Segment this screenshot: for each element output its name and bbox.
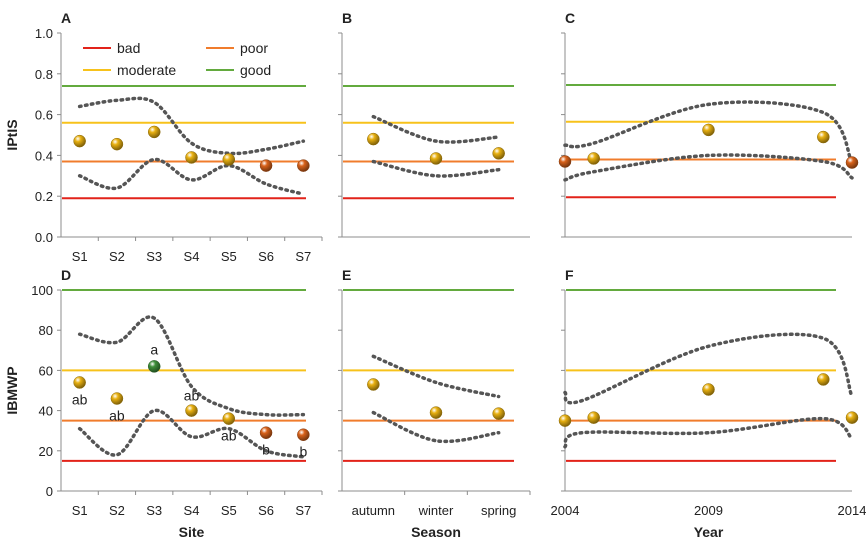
significance-label: ab xyxy=(72,391,88,407)
data-point xyxy=(845,156,859,169)
data-point xyxy=(185,404,198,417)
data-point xyxy=(817,373,830,386)
upper-confidence-curve xyxy=(563,332,854,405)
data-point xyxy=(110,392,124,405)
y-tick-label: 20 xyxy=(39,444,53,459)
data-point xyxy=(147,125,161,139)
data-point xyxy=(429,152,443,165)
x-tick-label: S6 xyxy=(258,249,274,264)
significance-label: b xyxy=(262,442,270,458)
panel-letter-E: E xyxy=(342,267,351,283)
x-tick-label: S4 xyxy=(184,249,200,264)
x-tick-label: 2014 xyxy=(838,503,866,518)
panel-letter-F: F xyxy=(565,267,574,283)
upper-confidence-curve xyxy=(563,100,854,166)
data-point xyxy=(817,130,830,144)
x-tick-label: 2009 xyxy=(694,503,723,518)
x-tick-label: spring xyxy=(481,503,516,518)
significance-label: ab xyxy=(221,428,237,444)
significance-label: a xyxy=(150,341,158,357)
y-axis-label: IPtIS xyxy=(4,119,20,150)
data-point xyxy=(147,360,161,373)
upper-confidence-curve xyxy=(371,354,501,399)
data-point xyxy=(702,123,715,137)
x-tick-label: S4 xyxy=(184,503,200,518)
x-tick-label: S5 xyxy=(221,249,237,264)
lower-confidence-curve xyxy=(563,416,854,449)
x-axis-label: Year xyxy=(694,524,724,540)
y-tick-label: 80 xyxy=(39,323,53,338)
x-axis-label: Season xyxy=(411,524,461,540)
data-point xyxy=(297,159,310,172)
data-point xyxy=(702,383,715,396)
data-point xyxy=(587,152,600,165)
upper-confidence-curve xyxy=(371,114,501,144)
panel-letter-C: C xyxy=(565,10,575,26)
data-point xyxy=(73,376,86,389)
y-tick-label: 40 xyxy=(39,404,53,419)
significance-label: ab xyxy=(109,408,125,424)
data-point xyxy=(222,412,236,425)
upper-confidence-curve xyxy=(77,315,306,417)
data-point xyxy=(587,411,600,424)
x-tick-label: S6 xyxy=(258,503,274,518)
data-point xyxy=(367,132,380,146)
y-tick-label: 0.8 xyxy=(35,67,53,82)
x-tick-label: autumn xyxy=(352,503,395,518)
data-point xyxy=(259,159,273,172)
legend-label-poor: poor xyxy=(240,40,268,56)
x-tick-label: 2004 xyxy=(551,503,580,518)
x-axis-label: Site xyxy=(179,524,205,540)
lower-confidence-curve xyxy=(371,410,501,444)
x-tick-label: S7 xyxy=(295,249,311,264)
x-tick-label: S1 xyxy=(72,249,88,264)
lower-confidence-curve xyxy=(563,153,854,182)
legend-label-good: good xyxy=(240,62,271,78)
x-tick-label: S1 xyxy=(72,503,88,518)
panel-letter-D: D xyxy=(61,267,71,283)
y-tick-label: 0 xyxy=(46,484,53,499)
data-point xyxy=(429,406,443,419)
legend-label-bad: bad xyxy=(117,40,140,56)
panel-letter-B: B xyxy=(342,10,352,26)
data-point xyxy=(259,426,273,439)
lower-confidence-curve xyxy=(77,408,306,459)
legend-label-moderate: moderate xyxy=(117,62,176,78)
y-tick-label: 0.6 xyxy=(35,108,53,123)
significance-label: ab xyxy=(184,388,200,404)
data-point xyxy=(222,153,236,166)
data-point xyxy=(845,411,859,424)
y-tick-label: 0.0 xyxy=(35,230,53,245)
upper-confidence-curve xyxy=(77,96,306,156)
data-point xyxy=(558,155,572,168)
data-point xyxy=(492,147,505,160)
x-tick-label: S5 xyxy=(221,503,237,518)
y-tick-label: 0.2 xyxy=(35,189,53,204)
lower-confidence-curve xyxy=(77,157,306,196)
x-tick-label: S2 xyxy=(109,503,125,518)
y-tick-label: 1.0 xyxy=(35,26,53,41)
lower-confidence-curve xyxy=(371,159,501,178)
data-point xyxy=(297,428,310,441)
y-axis-label: IBMWP xyxy=(4,366,20,414)
y-tick-label: 60 xyxy=(39,363,53,378)
x-tick-label: winter xyxy=(418,503,454,518)
data-point xyxy=(110,137,124,151)
y-tick-label: 0.4 xyxy=(35,148,53,163)
x-tick-label: S2 xyxy=(109,249,125,264)
x-tick-label: S3 xyxy=(146,249,162,264)
data-point xyxy=(492,407,505,420)
data-point xyxy=(558,414,572,427)
x-tick-label: S7 xyxy=(295,503,311,518)
data-point xyxy=(73,134,86,148)
panel-letter-A: A xyxy=(61,10,71,26)
x-tick-label: S3 xyxy=(146,503,162,518)
data-point xyxy=(185,151,198,164)
significance-label: b xyxy=(299,444,307,460)
y-tick-label: 100 xyxy=(31,283,53,298)
data-point xyxy=(367,378,380,391)
